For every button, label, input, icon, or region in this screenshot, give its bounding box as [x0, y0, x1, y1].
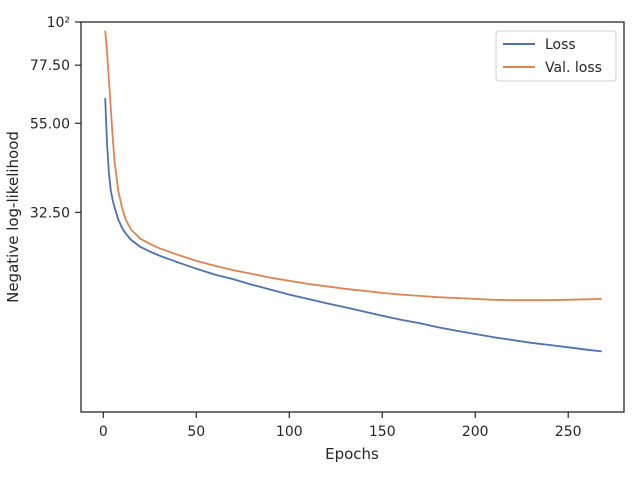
legend-label-loss: Loss [545, 37, 576, 53]
series-line-loss [104, 98, 602, 353]
x-tick-label: 100 [276, 424, 303, 440]
x-axis-label: Epochs [325, 445, 379, 463]
y-tick-label: 10² [47, 15, 70, 31]
legend-label-val-loss: Val. loss [545, 60, 602, 76]
series-line-val-loss [104, 30, 602, 302]
x-tick-label: 0 [99, 424, 108, 440]
plot-frame [80, 21, 625, 413]
x-axis: 0 50 100 150 200 250 [99, 412, 582, 440]
y-tick-label: 32.50 [30, 205, 70, 221]
plot-layer [104, 30, 602, 353]
y-tick-label: 55.00 [30, 116, 70, 132]
y-axis-label: Negative log-likelihood [4, 131, 22, 303]
y-tick-label: 77.50 [30, 58, 70, 74]
y-axis: 32.50 55.00 77.50 10² [30, 15, 81, 221]
x-tick-label: 150 [369, 424, 396, 440]
x-tick-label: 200 [462, 424, 489, 440]
x-tick-label: 50 [187, 424, 205, 440]
legend: Loss Val. loss [495, 30, 617, 82]
x-tick-label: 250 [555, 424, 582, 440]
